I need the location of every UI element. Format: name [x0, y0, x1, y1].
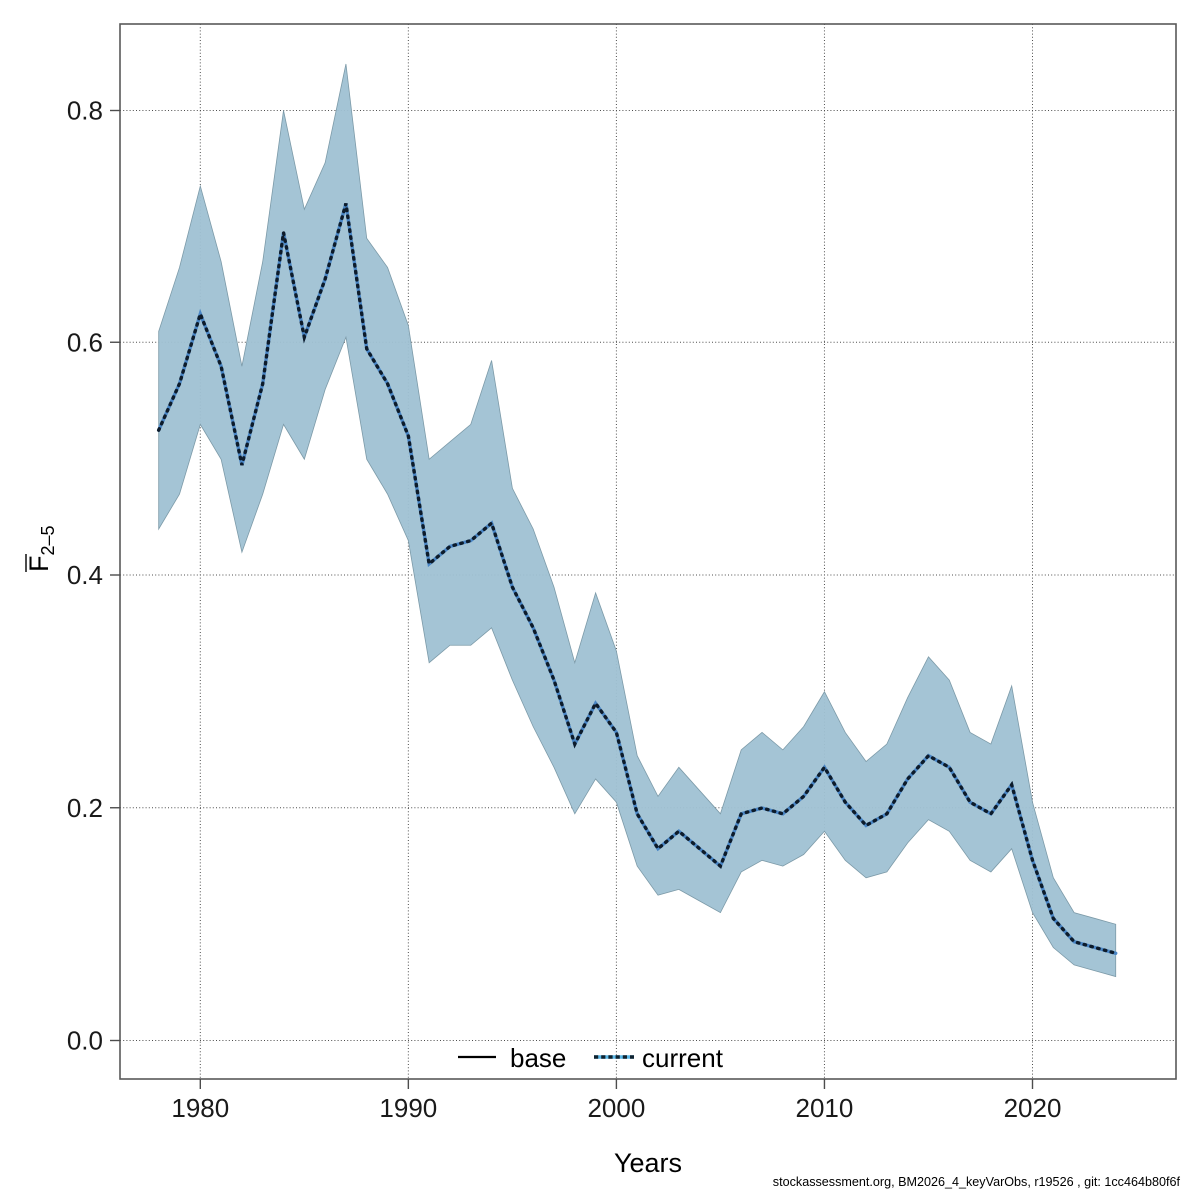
svg-text:Years: Years [614, 1148, 682, 1178]
svg-text:1980: 1980 [171, 1093, 229, 1123]
svg-text:base: base [510, 1043, 566, 1073]
svg-text:2020: 2020 [1004, 1093, 1062, 1123]
svg-text:0.6: 0.6 [67, 327, 103, 357]
svg-text:0.2: 0.2 [67, 793, 103, 823]
svg-text:0.4: 0.4 [67, 560, 103, 590]
svg-text:0.0: 0.0 [67, 1026, 103, 1056]
svg-text:2000: 2000 [587, 1093, 645, 1123]
svg-text:current: current [642, 1043, 724, 1073]
svg-text:2010: 2010 [796, 1093, 854, 1123]
svg-text:stockassessment.org, BM2026_4_: stockassessment.org, BM2026_4_keyVarObs,… [773, 1175, 1181, 1189]
svg-text:0.8: 0.8 [67, 96, 103, 126]
svg-text:1990: 1990 [379, 1093, 437, 1123]
